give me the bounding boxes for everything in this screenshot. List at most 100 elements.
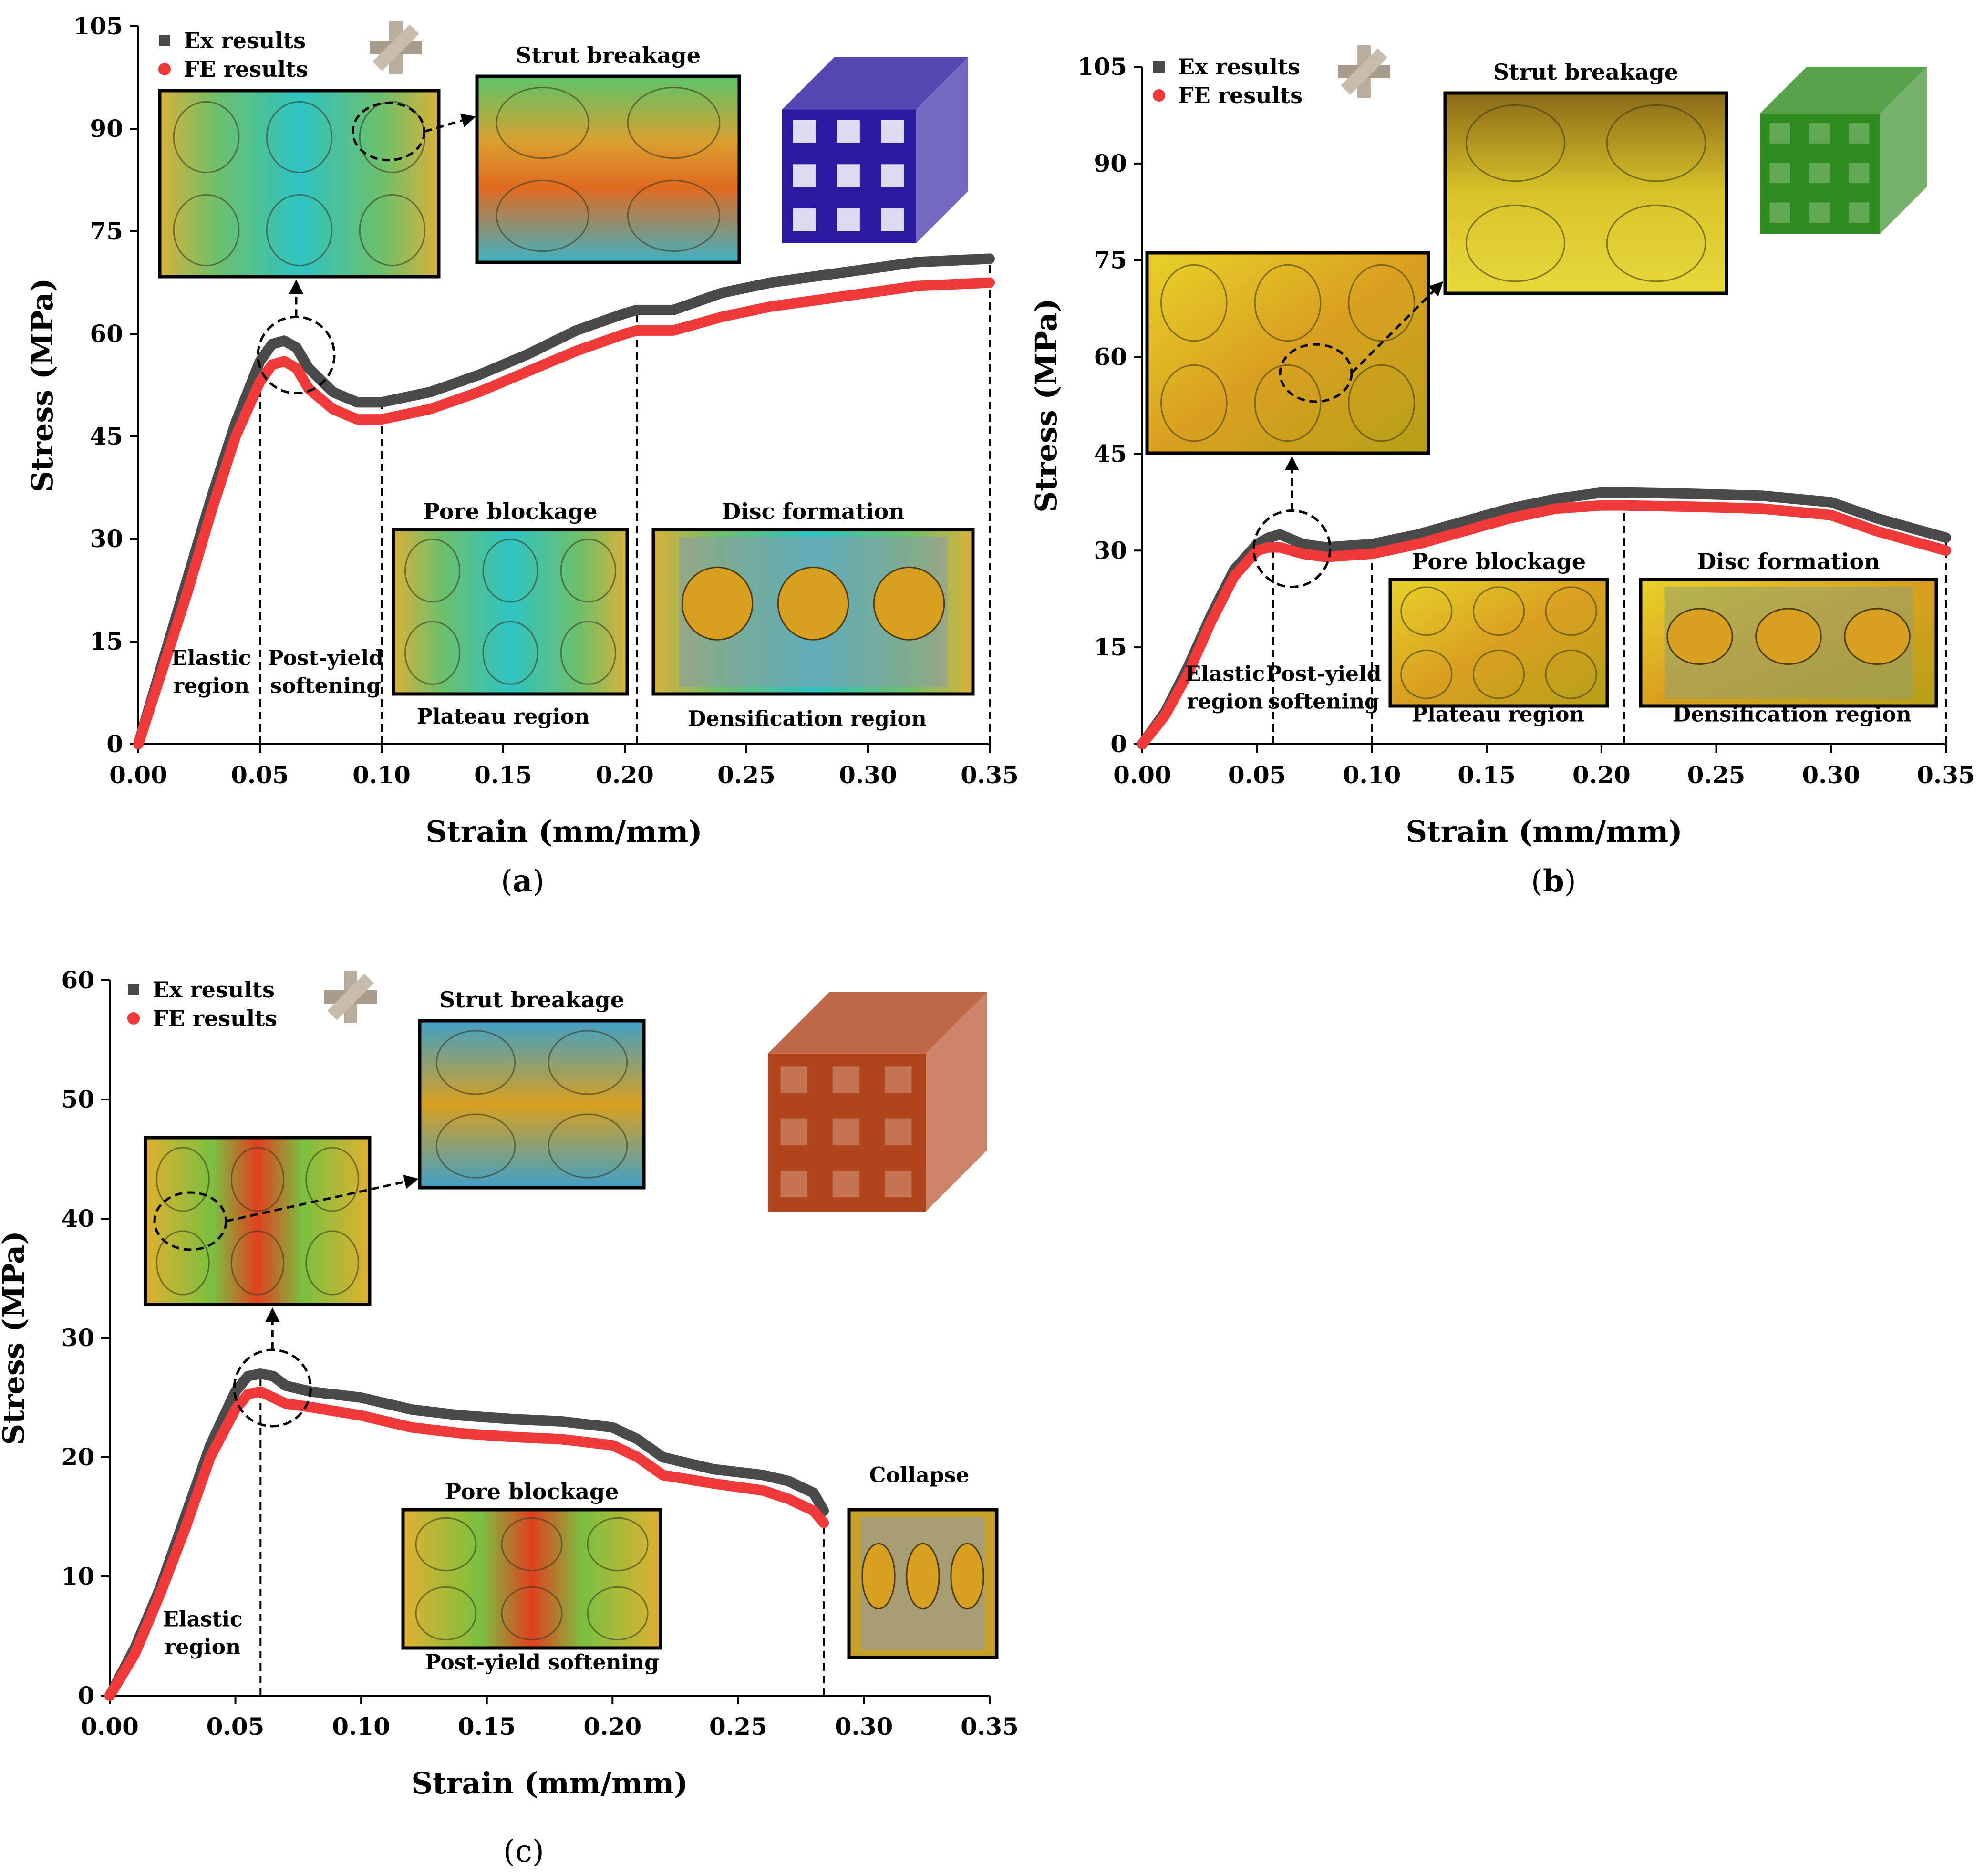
y-tick-label: 0 [106, 730, 123, 758]
inset-shape [1400, 586, 1453, 636]
x-tick-label: 0.10 [1343, 761, 1401, 789]
lattice-pore [780, 1066, 807, 1093]
y-axis-label: Stress (MPa) [25, 278, 60, 492]
fe-inset-closeup: Strut breakage [475, 42, 741, 264]
unit-cell-strut [372, 24, 419, 71]
legend-label-ex: Ex results [1178, 54, 1300, 80]
inset-shape [305, 1147, 360, 1212]
legend-marker-fe [158, 63, 171, 75]
x-tick-label: 0.10 [332, 1712, 390, 1741]
inset-label: Disc formation [1697, 549, 1880, 574]
inset-label: Pore blockage [424, 498, 598, 524]
x-tick-label: 0.05 [207, 1712, 265, 1741]
x-tick-label: 0.25 [709, 1712, 767, 1741]
x-tick-label: 0.00 [81, 1712, 139, 1741]
inset-shape [777, 566, 849, 641]
lattice-cube-illustration [782, 57, 968, 243]
fe-inset-pore: Pore blockage [392, 498, 629, 696]
inset-frame [144, 1136, 372, 1306]
series-line-fe [133, 277, 995, 749]
x-tick-label: 0.20 [583, 1712, 641, 1741]
y-tick-label: 75 [90, 217, 123, 245]
inset-shape [627, 179, 721, 252]
inset-shape [1545, 586, 1597, 636]
unit-cell-strut [1341, 48, 1387, 95]
inset-shape [560, 621, 617, 685]
inset-shape [1606, 204, 1706, 282]
lattice-cube-front [1760, 114, 1880, 234]
inset-shape [681, 566, 754, 641]
inset-shape [906, 1543, 940, 1610]
inset-shape [1472, 649, 1525, 699]
legend-label-ex: Ex results [153, 977, 275, 1003]
lattice-pore [1849, 163, 1870, 184]
region-label: Elastic [163, 1607, 242, 1632]
legend-label-ex: Ex results [184, 28, 306, 53]
x-tick-label: 0.35 [961, 761, 1019, 789]
legend-marker-ex [1153, 61, 1165, 73]
inset-shape [1606, 104, 1706, 182]
lattice-pore [832, 1170, 860, 1198]
breakage-arrow [424, 114, 476, 133]
lattice-pore [1849, 123, 1870, 144]
chart-a: 0.00 0.05 0.10 0.15 0.20 0.25 0.30 0.35 0 15 30 45 6… [25, 12, 1019, 849]
lattice-pore [793, 164, 816, 187]
y-tick-label: 15 [90, 627, 123, 655]
lattice-pore [837, 120, 860, 143]
lattice-pore [885, 1118, 912, 1145]
inset-shape [266, 101, 333, 174]
x-tick-label: 0.25 [717, 761, 775, 789]
lattice-cube-side [916, 57, 968, 243]
breakage-arrow [1351, 281, 1444, 374]
inset-shape [482, 539, 538, 603]
fe-inset-pore: Pore blockage [1388, 549, 1609, 708]
caption-a: (a) [501, 863, 545, 899]
lattice-pore [780, 1170, 807, 1198]
x-tick-label: 0.35 [1917, 761, 1975, 789]
inset-frame [1145, 251, 1430, 455]
lattice-pore [885, 1170, 912, 1198]
lattice-cube-side [926, 992, 987, 1212]
region-label: Plateau region [417, 705, 589, 729]
x-axis-label: Strain (mm/mm) [411, 1766, 688, 1801]
lattice-pore [1809, 202, 1830, 223]
inset-shape [156, 1147, 210, 1212]
region-label: Elastic [1185, 662, 1265, 686]
inset-shape [435, 1030, 516, 1095]
x-tick-label: 0.15 [458, 1712, 516, 1741]
inset-shape [435, 1113, 516, 1179]
inset-shape [415, 1586, 477, 1641]
series-line-ex [133, 253, 995, 749]
x-tick-label: 0.20 [596, 761, 654, 789]
x-tick-label: 0.05 [231, 761, 289, 789]
inset-frame [392, 528, 629, 696]
y-tick-label: 60 [90, 320, 123, 348]
lattice-cube-illustration [1760, 67, 1927, 234]
region-label: softening [270, 674, 381, 698]
inset-shape [496, 179, 589, 252]
x-tick-label: 0.30 [835, 1712, 893, 1741]
x-tick-label: 0.15 [474, 761, 532, 789]
y-tick-label: 0 [1110, 730, 1127, 758]
y-tick-label: 45 [90, 422, 123, 450]
lattice-pore [780, 1118, 807, 1145]
inset-frame [1388, 578, 1609, 708]
inset-shape [173, 101, 240, 174]
inset-shape [173, 194, 240, 267]
fe-inset-closeup: Strut breakage [418, 987, 646, 1190]
inset-shape [1400, 649, 1453, 699]
inset-shape [548, 1030, 628, 1095]
inset-shape [1844, 608, 1911, 665]
y-tick-label: 30 [61, 1324, 94, 1352]
y-tick-label: 15 [1094, 633, 1127, 661]
lattice-pore [837, 164, 860, 187]
region-label: softening [1268, 690, 1379, 714]
inset-shape [548, 1113, 628, 1179]
y-tick-label: 105 [73, 12, 123, 40]
lattice-pore [881, 120, 904, 143]
inset-shape [415, 1517, 477, 1572]
inset-shape [950, 1543, 984, 1610]
region-label: Post-yield softening [425, 1650, 659, 1675]
inset-shape [1666, 608, 1733, 665]
fe-inset-disc: Disc formation [1639, 549, 1938, 708]
